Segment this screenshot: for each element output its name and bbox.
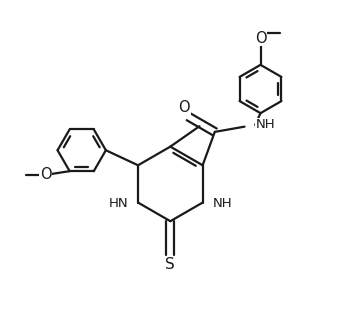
Text: O: O: [178, 100, 190, 115]
Text: NH: NH: [256, 118, 275, 131]
Text: O: O: [255, 31, 266, 46]
Text: HN: HN: [109, 197, 128, 210]
Text: O: O: [40, 167, 52, 182]
Text: S: S: [165, 258, 175, 272]
Text: NH: NH: [212, 197, 232, 210]
